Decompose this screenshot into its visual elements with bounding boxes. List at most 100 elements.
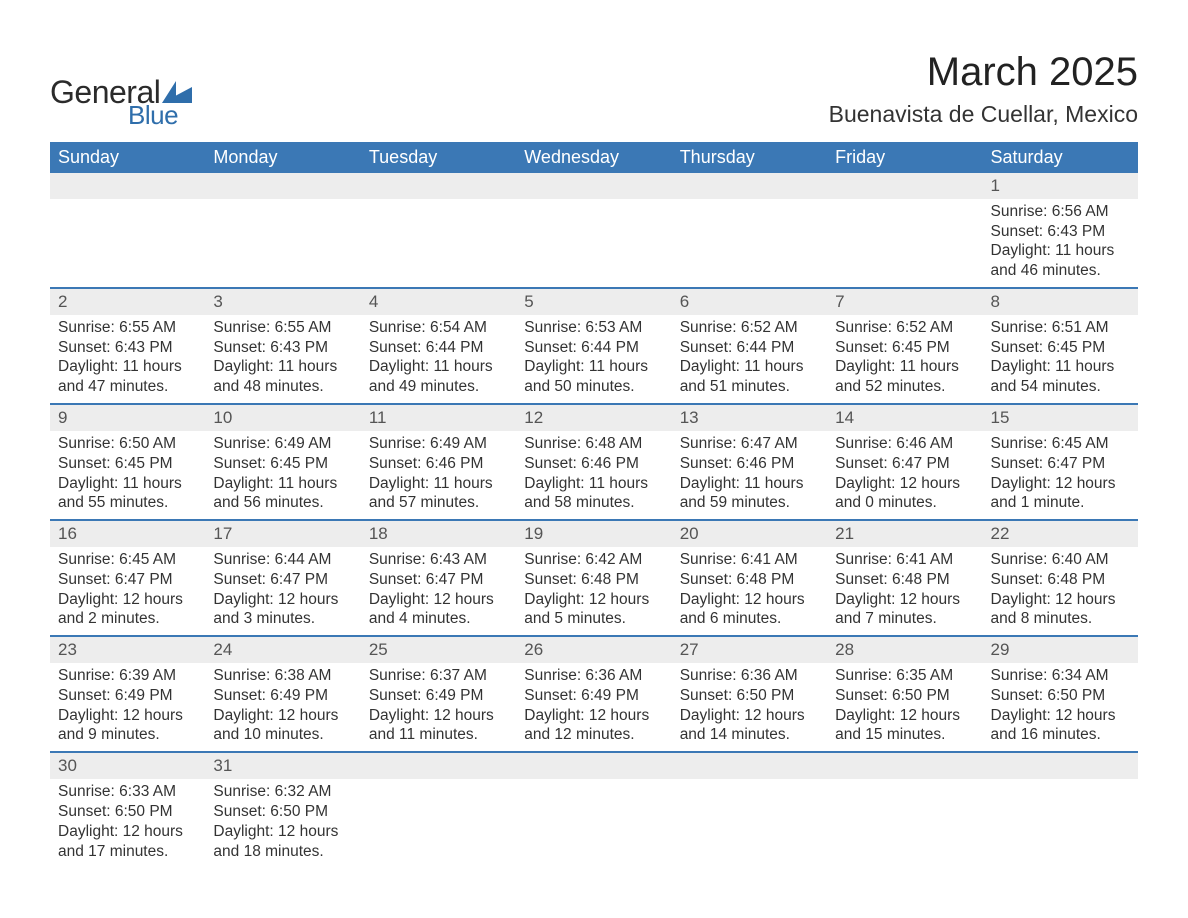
day-detail-cell: Sunrise: 6:45 AMSunset: 6:47 PMDaylight:… bbox=[983, 431, 1138, 520]
col-thursday: Thursday bbox=[672, 142, 827, 173]
day-number-cell: 24 bbox=[205, 636, 360, 663]
sunrise-text: Sunrise: 6:39 AM bbox=[58, 666, 197, 686]
col-friday: Friday bbox=[827, 142, 982, 173]
day-number: 29 bbox=[991, 640, 1010, 659]
day-number: 20 bbox=[680, 524, 699, 543]
week-detail-row: Sunrise: 6:45 AMSunset: 6:47 PMDaylight:… bbox=[50, 547, 1138, 636]
sunrise-text: Sunrise: 6:49 AM bbox=[369, 434, 508, 454]
sunset-text: Sunset: 6:47 PM bbox=[58, 570, 197, 590]
day-detail-cell: Sunrise: 6:39 AMSunset: 6:49 PMDaylight:… bbox=[50, 663, 205, 752]
day-number-cell: 22 bbox=[983, 520, 1138, 547]
daylight-line2: and 7 minutes. bbox=[835, 609, 974, 629]
daylight-line2: and 50 minutes. bbox=[524, 377, 663, 397]
sunset-text: Sunset: 6:44 PM bbox=[680, 338, 819, 358]
sunrise-text: Sunrise: 6:32 AM bbox=[213, 782, 352, 802]
sunrise-text: Sunrise: 6:45 AM bbox=[58, 550, 197, 570]
day-number: 11 bbox=[369, 408, 387, 427]
day-number: 27 bbox=[680, 640, 699, 659]
sunrise-text: Sunrise: 6:38 AM bbox=[213, 666, 352, 686]
week-daynum-row: 1 bbox=[50, 173, 1138, 199]
day-detail-cell bbox=[516, 779, 671, 867]
day-detail-cell: Sunrise: 6:49 AMSunset: 6:45 PMDaylight:… bbox=[205, 431, 360, 520]
daylight-line1: Daylight: 12 hours bbox=[213, 706, 352, 726]
location-subtitle: Buenavista de Cuellar, Mexico bbox=[829, 101, 1138, 128]
col-saturday: Saturday bbox=[983, 142, 1138, 173]
day-number-cell bbox=[516, 752, 671, 779]
day-number-cell: 14 bbox=[827, 404, 982, 431]
day-detail-cell: Sunrise: 6:45 AMSunset: 6:47 PMDaylight:… bbox=[50, 547, 205, 636]
daylight-line1: Daylight: 12 hours bbox=[369, 706, 508, 726]
header: General Blue March 2025 Buenavista de Cu… bbox=[50, 50, 1138, 128]
daylight-line2: and 52 minutes. bbox=[835, 377, 974, 397]
day-number-cell bbox=[672, 173, 827, 199]
sunset-text: Sunset: 6:47 PM bbox=[835, 454, 974, 474]
sunset-text: Sunset: 6:50 PM bbox=[680, 686, 819, 706]
day-number-cell: 26 bbox=[516, 636, 671, 663]
sunrise-text: Sunrise: 6:36 AM bbox=[524, 666, 663, 686]
day-number-cell: 8 bbox=[983, 288, 1138, 315]
day-detail-cell: Sunrise: 6:50 AMSunset: 6:45 PMDaylight:… bbox=[50, 431, 205, 520]
day-number-cell: 2 bbox=[50, 288, 205, 315]
daylight-line1: Daylight: 11 hours bbox=[58, 474, 197, 494]
day-detail-cell bbox=[827, 199, 982, 288]
day-number-cell: 11 bbox=[361, 404, 516, 431]
sunset-text: Sunset: 6:43 PM bbox=[991, 222, 1130, 242]
sunrise-text: Sunrise: 6:33 AM bbox=[58, 782, 197, 802]
day-number: 26 bbox=[524, 640, 543, 659]
sunrise-text: Sunrise: 6:40 AM bbox=[991, 550, 1130, 570]
sunset-text: Sunset: 6:49 PM bbox=[524, 686, 663, 706]
day-detail-cell: Sunrise: 6:41 AMSunset: 6:48 PMDaylight:… bbox=[672, 547, 827, 636]
daylight-line1: Daylight: 12 hours bbox=[835, 474, 974, 494]
day-detail-cell bbox=[361, 779, 516, 867]
daylight-line2: and 46 minutes. bbox=[991, 261, 1130, 281]
day-detail-cell: Sunrise: 6:41 AMSunset: 6:48 PMDaylight:… bbox=[827, 547, 982, 636]
day-number-cell bbox=[205, 173, 360, 199]
day-number: 23 bbox=[58, 640, 77, 659]
day-number-cell: 16 bbox=[50, 520, 205, 547]
day-detail-cell: Sunrise: 6:48 AMSunset: 6:46 PMDaylight:… bbox=[516, 431, 671, 520]
day-detail-cell: Sunrise: 6:46 AMSunset: 6:47 PMDaylight:… bbox=[827, 431, 982, 520]
day-number: 14 bbox=[835, 408, 854, 427]
day-detail-cell: Sunrise: 6:42 AMSunset: 6:48 PMDaylight:… bbox=[516, 547, 671, 636]
daylight-line1: Daylight: 12 hours bbox=[524, 590, 663, 610]
sunrise-text: Sunrise: 6:55 AM bbox=[58, 318, 197, 338]
day-number: 22 bbox=[991, 524, 1010, 543]
day-detail-cell: Sunrise: 6:44 AMSunset: 6:47 PMDaylight:… bbox=[205, 547, 360, 636]
sunset-text: Sunset: 6:50 PM bbox=[58, 802, 197, 822]
col-wednesday: Wednesday bbox=[516, 142, 671, 173]
daylight-line2: and 11 minutes. bbox=[369, 725, 508, 745]
day-number-cell: 19 bbox=[516, 520, 671, 547]
day-number-cell: 28 bbox=[827, 636, 982, 663]
sunset-text: Sunset: 6:43 PM bbox=[213, 338, 352, 358]
sunset-text: Sunset: 6:47 PM bbox=[213, 570, 352, 590]
sunrise-text: Sunrise: 6:56 AM bbox=[991, 202, 1130, 222]
day-number-cell: 10 bbox=[205, 404, 360, 431]
calendar-header-row: Sunday Monday Tuesday Wednesday Thursday… bbox=[50, 142, 1138, 173]
daylight-line1: Daylight: 12 hours bbox=[680, 706, 819, 726]
day-number: 4 bbox=[369, 292, 378, 311]
week-detail-row: Sunrise: 6:56 AMSunset: 6:43 PMDaylight:… bbox=[50, 199, 1138, 288]
daylight-line2: and 12 minutes. bbox=[524, 725, 663, 745]
day-number-cell: 18 bbox=[361, 520, 516, 547]
day-detail-cell: Sunrise: 6:49 AMSunset: 6:46 PMDaylight:… bbox=[361, 431, 516, 520]
day-number-cell bbox=[827, 752, 982, 779]
sunrise-text: Sunrise: 6:52 AM bbox=[835, 318, 974, 338]
day-number: 6 bbox=[680, 292, 689, 311]
day-number: 21 bbox=[835, 524, 854, 543]
sunset-text: Sunset: 6:44 PM bbox=[369, 338, 508, 358]
daylight-line2: and 59 minutes. bbox=[680, 493, 819, 513]
sunset-text: Sunset: 6:48 PM bbox=[524, 570, 663, 590]
day-number-cell bbox=[50, 173, 205, 199]
day-number-cell: 12 bbox=[516, 404, 671, 431]
daylight-line2: and 10 minutes. bbox=[213, 725, 352, 745]
daylight-line2: and 14 minutes. bbox=[680, 725, 819, 745]
daylight-line1: Daylight: 11 hours bbox=[524, 474, 663, 494]
day-detail-cell bbox=[672, 199, 827, 288]
day-number: 17 bbox=[213, 524, 232, 543]
day-number-cell bbox=[361, 752, 516, 779]
day-detail-cell bbox=[361, 199, 516, 288]
week-daynum-row: 16 17 1819 20 21 22 bbox=[50, 520, 1138, 547]
daylight-line2: and 54 minutes. bbox=[991, 377, 1130, 397]
daylight-line1: Daylight: 11 hours bbox=[680, 357, 819, 377]
daylight-line1: Daylight: 11 hours bbox=[524, 357, 663, 377]
